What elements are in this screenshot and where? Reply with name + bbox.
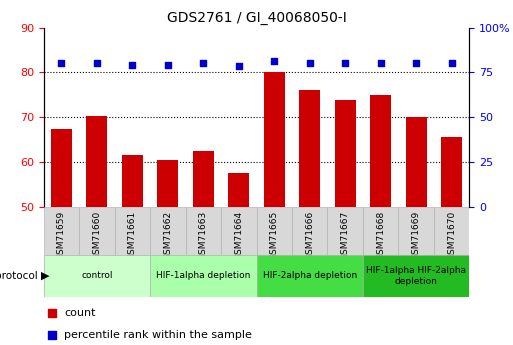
Bar [363, 207, 399, 255]
Text: GSM71662: GSM71662 [163, 211, 172, 260]
Bar [299, 90, 320, 207]
Bar [334, 100, 356, 207]
Point [164, 62, 172, 68]
Bar [228, 173, 249, 207]
Bar [441, 137, 462, 207]
Bar [86, 116, 107, 207]
Bar [327, 207, 363, 255]
Point [128, 62, 136, 68]
Text: GSM71660: GSM71660 [92, 211, 102, 260]
Point [234, 63, 243, 69]
Bar [157, 160, 179, 207]
Text: GSM71663: GSM71663 [199, 211, 208, 260]
Bar [150, 255, 256, 297]
Text: count: count [64, 308, 95, 318]
Bar [186, 207, 221, 255]
Bar [292, 207, 327, 255]
Bar [192, 151, 214, 207]
Text: ▶: ▶ [41, 271, 50, 281]
Bar [51, 128, 72, 207]
Point [341, 60, 349, 65]
Title: GDS2761 / GI_40068050-I: GDS2761 / GI_40068050-I [167, 11, 346, 25]
Bar [221, 207, 256, 255]
Bar [370, 95, 391, 207]
Bar [44, 255, 150, 297]
Bar [122, 155, 143, 207]
Point [412, 60, 420, 65]
Point [330, 230, 338, 236]
Point [57, 61, 66, 66]
Bar [114, 207, 150, 255]
Text: GSM71659: GSM71659 [57, 211, 66, 260]
Text: GSM71667: GSM71667 [341, 211, 350, 260]
Bar [150, 207, 186, 255]
Text: GSM71666: GSM71666 [305, 211, 314, 260]
Text: percentile rank within the sample: percentile rank within the sample [64, 330, 252, 340]
Bar [256, 255, 363, 297]
Bar [363, 255, 469, 297]
Text: HIF-2alpha depletion: HIF-2alpha depletion [263, 272, 357, 280]
Bar [405, 117, 427, 207]
Text: GSM71665: GSM71665 [270, 211, 279, 260]
Text: GSM71661: GSM71661 [128, 211, 137, 260]
Text: control: control [81, 272, 112, 280]
Bar [256, 207, 292, 255]
Bar [79, 207, 114, 255]
Point [447, 61, 456, 66]
Point [199, 61, 207, 66]
Point [270, 58, 279, 63]
Text: GSM71670: GSM71670 [447, 211, 456, 260]
Text: GSM71669: GSM71669 [411, 211, 421, 260]
Text: GSM71664: GSM71664 [234, 211, 243, 260]
Text: HIF-1alpha depletion: HIF-1alpha depletion [156, 272, 250, 280]
Bar [264, 72, 285, 207]
Bar [434, 207, 469, 255]
Bar [399, 207, 434, 255]
Text: HIF-1alpha HIF-2alpha
depletion: HIF-1alpha HIF-2alpha depletion [366, 266, 466, 286]
Bar [44, 207, 79, 255]
Point [306, 60, 314, 65]
Point [330, 26, 338, 32]
Text: protocol: protocol [0, 271, 41, 281]
Point [93, 60, 101, 65]
Text: GSM71668: GSM71668 [376, 211, 385, 260]
Point [377, 60, 385, 65]
